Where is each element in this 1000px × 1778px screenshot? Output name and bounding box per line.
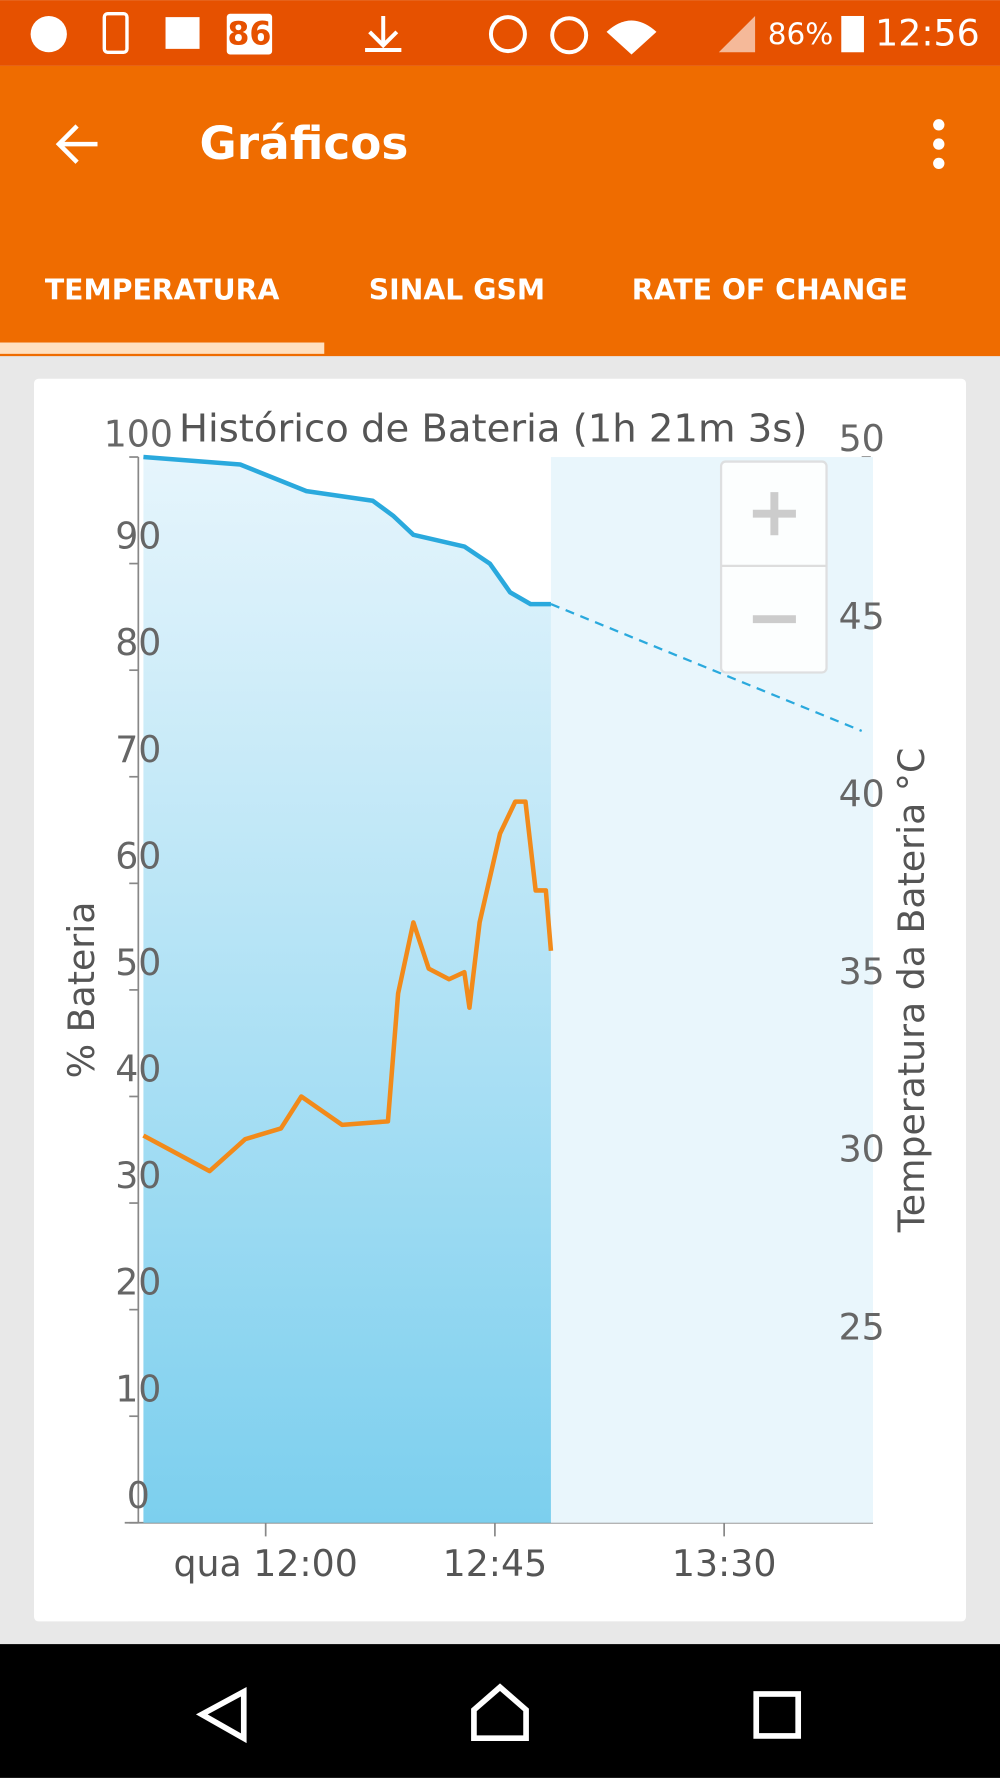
nav-back[interactable] [195,1686,247,1744]
back-button[interactable] [55,124,98,164]
alarm-icon [550,16,589,55]
nav-bar [0,1644,1000,1778]
y-tick-label: 60 [115,834,161,877]
chart-title: Histórico de Bateria (1h 21m 3s) [179,406,807,451]
tab-indicator [0,342,325,354]
upload-icon [102,12,129,54]
download-icon [365,15,402,52]
y-tick-label: 0 [127,1474,150,1517]
y-tick-label: 40 [115,1048,161,1091]
y-tick-label: 20 [115,1261,161,1304]
series-line [142,799,554,1174]
x-tick-label: qua 12:00 [174,1542,358,1585]
y2-tick-label: 35 [839,950,885,993]
area-fill [143,457,551,1523]
y2-tick-label: 40 [839,772,885,815]
series-line [143,454,551,607]
y-tick-label: 30 [115,1154,161,1197]
app-bar [0,65,1000,357]
data-saver-icon [488,15,527,54]
badge-bg [226,13,273,55]
overflow-menu[interactable] [933,119,945,170]
series-line [550,603,863,732]
y2-tick-label: 50 [839,417,885,460]
battery-icon [841,15,864,53]
x-tick-label: 13:30 [672,1542,777,1585]
y2-axis-label: Temperatura da Bateria °C [890,748,933,1234]
app-title: Gráficos [200,117,409,170]
y2-tick-label: 45 [839,595,885,638]
badge-text: 86 [227,16,271,52]
battery-percent: 86% [768,17,834,51]
y-tick-label: 50 [115,941,161,984]
nav-home[interactable] [471,1683,529,1742]
y2-tick-label: 25 [839,1305,885,1348]
wifi-icon [606,20,657,55]
y-tick-label: 80 [115,621,161,664]
nav-recents[interactable] [753,1691,802,1739]
y-tick-label: 10 [115,1367,161,1410]
info-icon [30,15,67,53]
x-tick-label: 12:45 [443,1542,548,1585]
tab[interactable]: SINAL GSM [369,273,545,306]
y-tick-label: 70 [115,728,161,771]
tab[interactable]: TEMPERATURA [45,273,280,306]
zoom-in[interactable] [752,492,796,536]
clock: 12:56 [875,11,980,54]
tab[interactable]: RATE OF CHANGE [632,273,908,306]
y-axis-label: % Bateria [60,901,103,1078]
y-tick-label: 100 [104,413,173,456]
y-tick-label: 90 [115,515,161,558]
y2-tick-label: 30 [839,1128,885,1171]
image-icon [165,17,200,49]
